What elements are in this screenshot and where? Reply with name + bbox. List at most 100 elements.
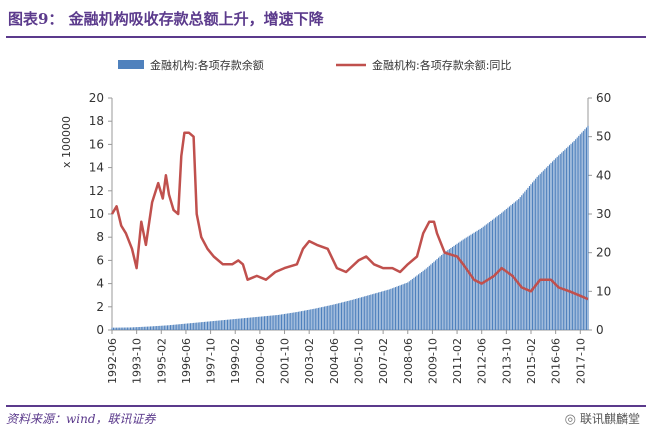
left-axis-tick-label: 6 <box>96 253 104 267</box>
left-axis-tick-label: 20 <box>89 91 104 105</box>
bar <box>197 322 199 330</box>
bar <box>348 300 350 330</box>
bar <box>165 325 167 330</box>
bar <box>470 234 472 330</box>
bar <box>550 162 552 330</box>
bar <box>388 289 390 330</box>
bar <box>490 220 492 330</box>
bar <box>572 142 574 330</box>
bar <box>391 288 393 330</box>
bar <box>271 315 273 330</box>
bar <box>570 143 572 330</box>
bar <box>316 308 318 330</box>
bar <box>171 324 173 330</box>
x-axis-tick-label: 1995-02 <box>155 338 168 384</box>
bar <box>418 274 420 330</box>
bar <box>242 318 244 330</box>
x-axis-tick-label: 1997-10 <box>205 338 218 384</box>
bar <box>407 282 409 330</box>
right-axis-tick-label: 30 <box>596 207 611 221</box>
bar <box>354 298 356 330</box>
bar <box>350 300 352 330</box>
bar <box>401 284 403 330</box>
x-axis-tick-label: 1999-02 <box>229 338 242 384</box>
right-axis-tick-label: 60 <box>596 91 611 105</box>
bar <box>230 319 232 330</box>
bar <box>145 326 147 330</box>
bar <box>139 326 141 330</box>
left-axis-tick-label: 4 <box>96 277 104 291</box>
bar <box>337 303 339 330</box>
bar <box>236 318 238 330</box>
x-axis-tick-label: 2001-10 <box>279 338 292 384</box>
bar <box>491 219 494 330</box>
bar <box>565 148 567 330</box>
bar <box>555 158 557 330</box>
bar <box>461 240 463 330</box>
bar-series <box>111 125 589 330</box>
bar <box>454 244 457 330</box>
bar <box>320 307 323 330</box>
bar <box>334 304 336 330</box>
bar <box>485 224 487 330</box>
x-axis-tick-label: 2000-06 <box>254 338 267 384</box>
bar <box>450 248 452 330</box>
bar <box>377 292 380 330</box>
bar <box>539 173 541 330</box>
bar <box>322 306 324 330</box>
x-axis-tick-label: 2007-02 <box>377 338 390 384</box>
legend-swatch-deposits <box>118 60 144 69</box>
bar <box>522 193 524 330</box>
bar <box>226 319 229 330</box>
bar <box>530 184 532 330</box>
bar <box>166 325 168 330</box>
x-axis-tick-label: 2008-06 <box>402 338 415 384</box>
bar <box>484 225 486 330</box>
bar <box>180 324 182 330</box>
bar <box>176 324 178 330</box>
bar <box>453 245 455 330</box>
bar <box>190 323 192 330</box>
bar <box>362 296 364 330</box>
right-axis-tick-label: 40 <box>596 168 611 182</box>
bar <box>220 320 222 330</box>
title-divider <box>6 36 646 38</box>
x-axis-tick-label: 2017-10 <box>574 338 587 384</box>
bar <box>541 172 543 330</box>
bar <box>243 318 246 330</box>
bar <box>205 321 207 330</box>
bar <box>233 319 235 330</box>
bar <box>340 302 343 330</box>
bar <box>390 288 392 330</box>
bar <box>319 307 321 330</box>
bar <box>282 314 284 330</box>
bar <box>468 235 470 330</box>
bar <box>116 327 118 330</box>
bar <box>297 311 299 330</box>
bar <box>262 316 264 330</box>
bar <box>310 309 312 330</box>
bar <box>535 178 537 330</box>
bar <box>399 285 401 330</box>
bar <box>445 251 447 330</box>
bar <box>317 307 319 330</box>
bar <box>364 296 366 330</box>
bar <box>579 134 581 330</box>
bar <box>183 323 185 330</box>
bar <box>538 175 540 330</box>
bar <box>287 313 289 330</box>
bar <box>344 301 346 330</box>
bar <box>573 140 575 330</box>
bar <box>288 313 290 330</box>
bar <box>367 295 369 330</box>
bar <box>307 309 309 330</box>
bar <box>280 314 282 330</box>
left-axis-tick-label: 10 <box>89 207 104 221</box>
bar <box>342 302 344 330</box>
bar <box>156 326 158 330</box>
x-axis-tick-label: 2015-02 <box>525 338 538 384</box>
bar <box>239 318 241 330</box>
bar <box>542 170 544 330</box>
bar <box>357 298 360 330</box>
bar <box>134 327 136 330</box>
